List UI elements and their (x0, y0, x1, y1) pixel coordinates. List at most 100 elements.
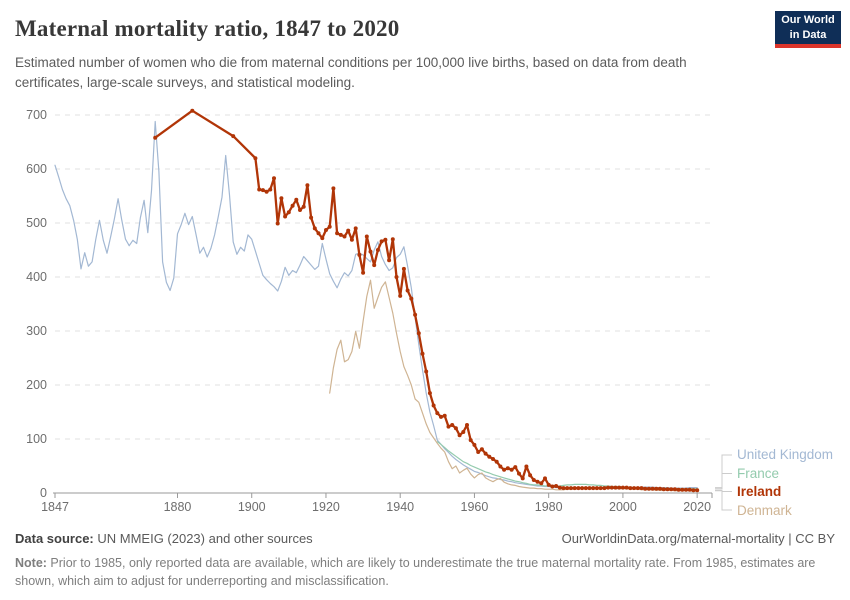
marker-ireland (450, 423, 455, 427)
legend-connector (715, 473, 732, 490)
marker-ireland (635, 486, 640, 491)
legend-item-france[interactable]: France (737, 466, 779, 481)
marker-ireland (413, 312, 418, 317)
marker-ireland (487, 454, 492, 459)
marker-ireland (309, 215, 314, 220)
marker-ireland (398, 293, 403, 298)
marker-ireland (394, 275, 399, 279)
marker-ireland (427, 391, 432, 396)
marker-ireland (327, 224, 332, 229)
legend-label-ireland: Ireland (737, 484, 782, 499)
marker-ireland (312, 226, 317, 231)
marker-ireland (639, 486, 644, 491)
marker-ireland (257, 187, 262, 192)
line-denmark[interactable] (329, 279, 698, 492)
marker-ireland (268, 187, 273, 192)
x-tick-label: 1880 (164, 500, 192, 514)
marker-ireland (572, 486, 577, 491)
marker-ireland (576, 486, 581, 491)
legend-connector (715, 490, 732, 511)
y-tick-label: 200 (26, 378, 47, 392)
marker-ireland (442, 413, 447, 418)
marker-ireland (494, 459, 499, 464)
marker-ireland (283, 214, 288, 219)
marker-ireland (272, 176, 276, 181)
marker-ireland (502, 467, 507, 472)
marker-ireland (338, 232, 343, 237)
marker-ireland (401, 266, 406, 271)
y-tick-label: 100 (26, 432, 47, 446)
marker-ireland (153, 135, 158, 140)
marker-ireland (253, 156, 258, 161)
logo-line1: Our World (781, 13, 835, 26)
marker-ireland (661, 487, 666, 492)
x-tick-label: 2000 (609, 500, 637, 514)
y-tick-label: 500 (26, 216, 47, 230)
marker-ireland (298, 208, 302, 212)
x-tick-label: 1847 (41, 500, 69, 514)
marker-ireland (190, 108, 195, 113)
marker-ireland (609, 485, 614, 490)
marker-ireland (383, 237, 388, 242)
line-united-kingdom[interactable] (54, 120, 698, 489)
marker-ireland (550, 484, 555, 489)
y-tick-label: 0 (40, 486, 47, 500)
marker-ireland (361, 270, 366, 275)
marker-ireland (364, 234, 369, 239)
marker-ireland (320, 236, 325, 241)
marker-ireland (602, 486, 607, 491)
marker-ireland (479, 447, 484, 452)
marker-ireland (557, 485, 562, 490)
legend-item-ireland[interactable]: Ireland (737, 484, 781, 499)
marker-ireland (439, 414, 443, 419)
marker-ireland (672, 487, 677, 492)
marker-ireland (505, 466, 510, 471)
marker-ireland (594, 486, 599, 491)
marker-ireland (650, 486, 655, 491)
marker-ireland (346, 228, 351, 233)
marker-ireland (468, 438, 473, 443)
marker-ireland (446, 424, 451, 429)
marker-ireland (305, 183, 310, 188)
marker-ireland (691, 488, 696, 493)
y-tick-label: 300 (26, 324, 47, 338)
marker-ireland (431, 403, 436, 408)
marker-ireland (695, 488, 700, 493)
line-ireland[interactable] (154, 109, 699, 492)
marker-ireland (294, 197, 299, 202)
chart-note: Note: Prior to 1985, only reported data … (15, 554, 835, 590)
marker-ireland (349, 237, 354, 242)
marker-ireland (420, 351, 425, 356)
marker-ireland (465, 423, 469, 427)
marker-ireland (231, 134, 236, 139)
marker-ireland (372, 263, 377, 268)
marker-ireland (654, 486, 659, 491)
marker-ireland (580, 486, 585, 491)
marker-ireland (613, 485, 618, 490)
data-source: Data source: UN MMEIG (2023) and other s… (15, 531, 313, 546)
marker-ireland (357, 252, 362, 257)
legend-item-denmark[interactable]: Denmark (737, 503, 792, 518)
marker-ireland (531, 478, 536, 482)
marker-ireland (517, 471, 521, 476)
marker-ireland (335, 231, 340, 236)
marker-ireland (409, 296, 414, 301)
marker-ireland (643, 486, 648, 491)
marker-ireland (520, 476, 525, 481)
data-source-text: UN MMEIG (2023) and other sources (93, 531, 313, 546)
marker-ireland (624, 485, 629, 490)
chart-canvas: 0 100 200 300 400 500 600 700 1847 1880 1900 1920 19… (26, 108, 732, 514)
marker-ireland (535, 479, 540, 484)
marker-ireland (286, 210, 291, 215)
marker-ireland (628, 486, 633, 491)
marker-ireland (279, 196, 284, 201)
owid-logo[interactable]: Our World in Data (775, 11, 841, 48)
owid-link[interactable]: OurWorldinData.org/maternal-mortality | … (561, 531, 835, 546)
marker-ireland (491, 457, 495, 461)
marker-ireland (368, 249, 373, 254)
note-label: Note: (15, 556, 47, 570)
marker-ireland (524, 464, 529, 469)
legend-item-united-kingdom[interactable]: United Kingdom (737, 447, 833, 462)
logo-line2: in Data (789, 28, 827, 41)
